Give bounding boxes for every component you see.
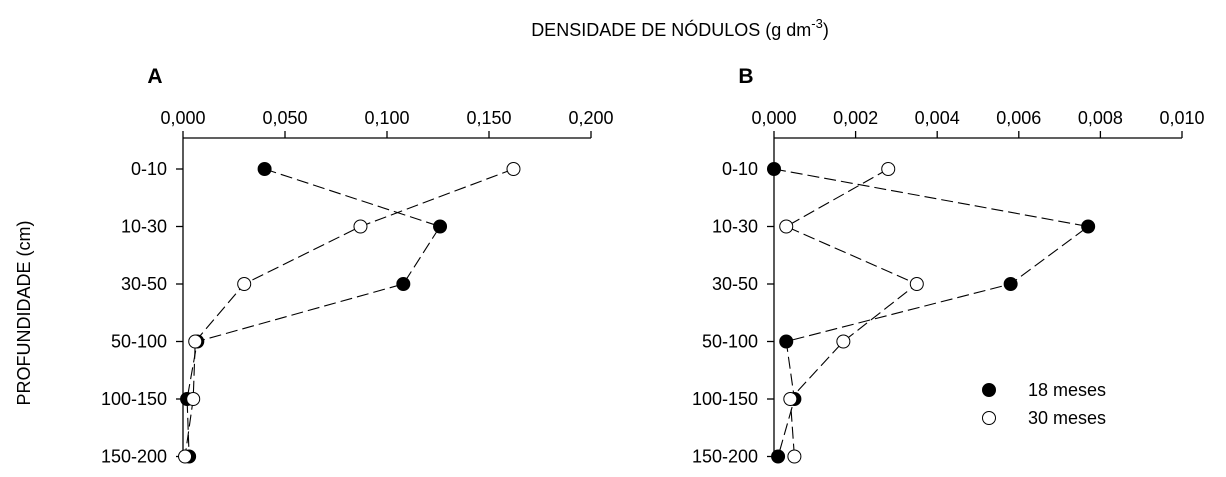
y-tick-label: 10-30 [121, 217, 167, 237]
figure-title-main: DENSIDADE DE NÓDULOS (g dm [531, 19, 811, 40]
data-point-open [188, 334, 203, 349]
y-tick-label: 50-100 [702, 332, 758, 352]
panel-b-points [767, 162, 1096, 464]
data-point-filled [396, 277, 411, 291]
legend-label: 30 meses [1028, 408, 1106, 428]
panel-a-series-lines [184, 168, 514, 457]
legend-marker-filled [982, 383, 996, 397]
data-point-open [909, 277, 924, 291]
series-line [773, 168, 1090, 457]
x-tick-label: 0,006 [996, 108, 1041, 128]
x-tick-label: 0,000 [160, 108, 205, 128]
x-tick-label: 0,100 [364, 108, 409, 128]
data-point-open [237, 277, 252, 291]
figure-title-superscript: -3 [811, 16, 823, 31]
legend-label: 18 meses [1028, 380, 1106, 400]
data-point-open [506, 162, 521, 176]
series-line [186, 168, 441, 457]
panel-b-letter: B [738, 65, 753, 88]
panel-a-x-ticks: 0,000 0,050 0,100 0,150 0,200 [160, 108, 614, 138]
legend: 18 meses 30 meses [982, 380, 1106, 428]
data-point-filled [433, 219, 448, 234]
y-tick-label: 30-50 [121, 274, 167, 294]
data-point-filled [257, 162, 272, 176]
data-point-open [353, 219, 368, 234]
x-tick-label: 0,050 [262, 108, 307, 128]
y-tick-label: 50-100 [111, 332, 167, 352]
data-point-filled [1081, 219, 1096, 234]
legend-marker-open [982, 411, 996, 425]
x-tick-label: 0,000 [751, 108, 796, 128]
data-point-open [836, 334, 851, 349]
data-point-filled [1003, 277, 1018, 291]
x-tick-label: 0,008 [1078, 108, 1123, 128]
panel-b-series-lines [773, 168, 1090, 457]
panel-b-y-ticks: 0-10 10-30 30-50 50-100 100-150 150-200 [692, 159, 774, 467]
panel-b: B 0,000 0,002 0,004 0,006 0,008 0,010 0-10 10-… [692, 65, 1205, 467]
y-tick-label: 150-200 [692, 447, 758, 467]
y-tick-label: 0-10 [131, 159, 167, 179]
x-tick-label: 0,002 [833, 108, 878, 128]
panel-a: A 0,000 0,050 0,100 0,150 0,200 0-10 10-30 30-… [101, 65, 614, 467]
series-line [785, 168, 918, 457]
panel-a-letter: A [147, 65, 162, 88]
y-axis-label: PROFUNDIDADE (cm) [14, 221, 34, 406]
data-point-open [178, 449, 193, 464]
y-tick-label: 10-30 [712, 217, 758, 237]
series-line [184, 168, 514, 457]
data-point-open [186, 392, 201, 406]
panel-b-x-ticks: 0,000 0,002 0,004 0,006 0,008 0,010 [751, 108, 1205, 138]
data-point-open [881, 162, 896, 176]
data-point-open [779, 219, 794, 234]
y-tick-label: 0-10 [722, 159, 758, 179]
data-point-open [783, 392, 798, 406]
y-tick-label: 100-150 [101, 389, 167, 409]
x-tick-label: 0,200 [568, 108, 613, 128]
x-tick-label: 0,010 [1159, 108, 1204, 128]
data-point-filled [771, 449, 786, 464]
data-point-filled [767, 162, 781, 176]
panel-a-points [178, 162, 521, 464]
y-tick-label: 30-50 [712, 274, 758, 294]
panel-a-y-ticks: 0-10 10-30 30-50 50-100 100-150 150-200 [101, 159, 183, 467]
y-tick-label: 150-200 [101, 447, 167, 467]
x-tick-label: 0,150 [466, 108, 511, 128]
figure-title: DENSIDADE DE NÓDULOS (g dm-3) [531, 16, 829, 40]
data-point-filled [779, 334, 794, 349]
y-tick-label: 100-150 [692, 389, 758, 409]
x-tick-label: 0,004 [915, 108, 960, 128]
data-point-open [787, 449, 802, 464]
figure-title-close: ) [823, 20, 829, 40]
